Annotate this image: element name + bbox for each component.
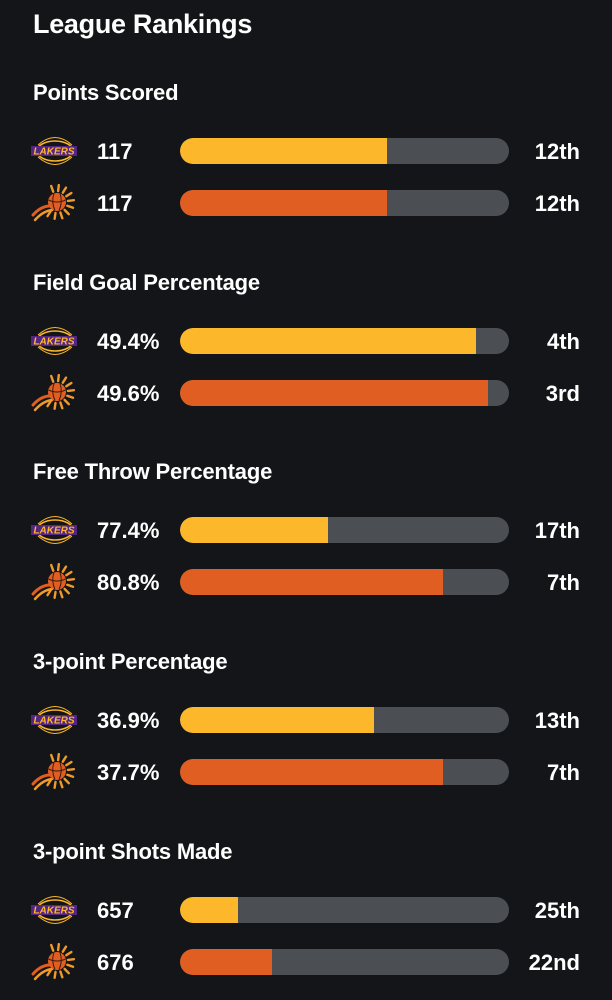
league-rank: 12th [534, 139, 580, 164]
stat-bar-fill [180, 759, 444, 785]
stat-bar-fill [180, 517, 329, 543]
league-rank: 17th [534, 518, 580, 543]
section-title: Free Throw Percentage [33, 459, 273, 484]
suns-logo-icon [31, 373, 77, 412]
stat-value: 49.6% [97, 381, 160, 406]
league-rank: 12th [534, 191, 580, 216]
stat-value: 36.9% [97, 708, 160, 733]
stat-bar-track [180, 517, 509, 543]
league-rank: 25th [534, 898, 580, 923]
stat-bar-track [180, 707, 509, 733]
suns-logo-icon [31, 183, 77, 222]
stat-value: 657 [97, 898, 134, 923]
svg-text:LAKERS: LAKERS [33, 906, 74, 917]
lakers-logo-icon: LAKERS [31, 891, 77, 929]
section-title: Field Goal Percentage [33, 270, 260, 295]
lakers-logo-icon: LAKERS [31, 132, 77, 170]
stat-bar-fill [180, 380, 488, 406]
stat-bar-fill [180, 190, 388, 216]
stat-bar-fill [180, 949, 273, 975]
stat-row-suns: 676 22nd [0, 942, 612, 983]
stat-value: 77.4% [97, 518, 160, 543]
stat-row-lakers: LAKERS 117 12th [0, 132, 612, 172]
stat-row-suns: 49.6% 3rd [0, 373, 612, 414]
suns-logo-icon [31, 942, 77, 981]
stat-value: 117 [97, 191, 133, 216]
stat-bar-track [180, 138, 509, 164]
stat-bar-fill [180, 569, 444, 595]
league-rank: 7th [547, 760, 580, 785]
svg-text:LAKERS: LAKERS [33, 526, 74, 537]
stat-bar-track [180, 190, 509, 216]
stat-value: 37.7% [97, 760, 160, 785]
stat-row-lakers: LAKERS 49.4% 4th [0, 322, 612, 362]
league-rank: 22nd [528, 950, 580, 975]
stat-bar-track [180, 328, 509, 354]
stat-bar-track [180, 949, 509, 975]
stat-row-suns: 117 12th [0, 183, 612, 224]
stat-value: 117 [97, 139, 133, 164]
svg-text:LAKERS: LAKERS [33, 147, 74, 158]
section-title: Points Scored [33, 80, 179, 105]
stat-bar-track [180, 380, 509, 406]
league-rank: 7th [547, 570, 580, 595]
stat-bar-track [180, 897, 509, 923]
stat-bar-fill [180, 138, 388, 164]
stat-row-lakers: LAKERS 36.9% 13th [0, 701, 612, 741]
league-rank: 13th [534, 708, 580, 733]
section-title: 3-point Percentage [33, 649, 228, 674]
stat-row-lakers: LAKERS 77.4% 17th [0, 511, 612, 551]
suns-logo-icon [31, 752, 77, 791]
league-rank: 3rd [545, 381, 580, 406]
stat-bar-fill [180, 328, 477, 354]
lakers-logo-icon: LAKERS [31, 701, 77, 739]
stat-bar-fill [180, 707, 375, 733]
section-title: 3-point Shots Made [33, 839, 233, 864]
suns-logo-icon [31, 562, 77, 601]
stat-row-suns: 80.8% 7th [0, 562, 612, 603]
stat-value: 49.4% [97, 329, 160, 354]
lakers-logo-icon: LAKERS [31, 511, 77, 549]
svg-text:LAKERS: LAKERS [33, 337, 74, 348]
league-rank: 4th [547, 329, 580, 354]
stat-bar-fill [180, 897, 238, 923]
stat-row-lakers: LAKERS 657 25th [0, 891, 612, 931]
page-title: League Rankings [33, 9, 253, 39]
stat-row-suns: 37.7% 7th [0, 752, 612, 793]
stat-value: 80.8% [97, 570, 160, 595]
stat-value: 676 [97, 950, 134, 975]
svg-text:LAKERS: LAKERS [33, 716, 74, 727]
stat-bar-track [180, 759, 509, 785]
stat-bar-track [180, 569, 509, 595]
lakers-logo-icon: LAKERS [31, 322, 77, 360]
